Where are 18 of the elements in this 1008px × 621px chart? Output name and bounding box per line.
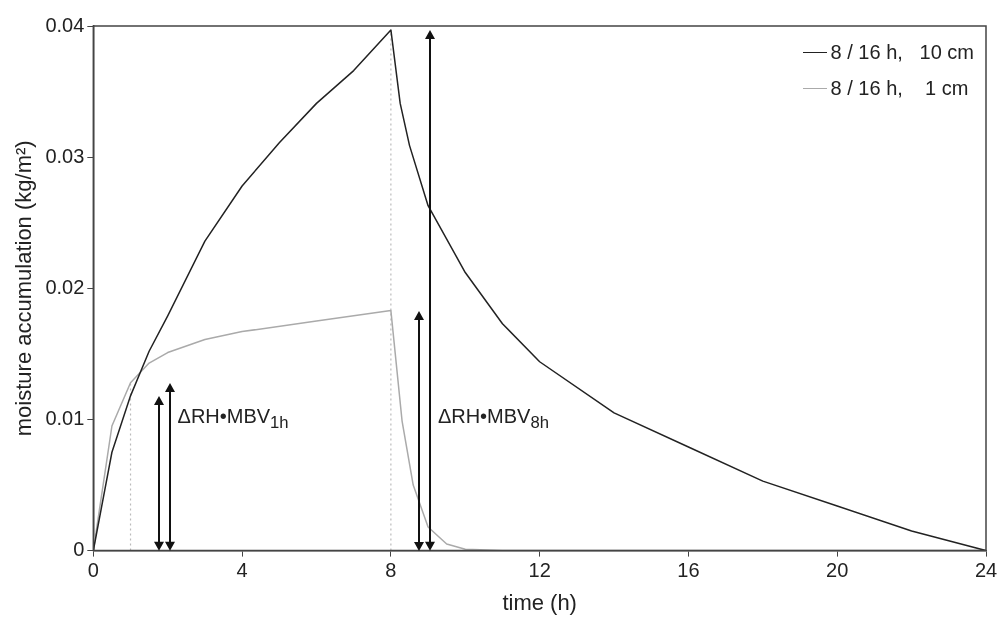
legend-label: 8 / 16 h, 1 cm xyxy=(830,76,969,101)
y-tick-label: 0.02 xyxy=(45,275,85,298)
x-tick-label: 8 xyxy=(385,559,397,582)
y-tick-label: 0 xyxy=(73,538,85,561)
legend-label: 8 / 16 h, 10 cm xyxy=(830,40,974,65)
x-tick-label: 16 xyxy=(677,559,700,582)
y-tick-label: 0.03 xyxy=(45,144,85,167)
y-tick-label: 0.04 xyxy=(45,13,85,36)
x-tick-label: 12 xyxy=(528,559,551,582)
annotation: ΔRH•MBV$_{8h}$ xyxy=(437,405,549,434)
x-tick-label: 20 xyxy=(826,559,849,582)
x-tick-label: 24 xyxy=(974,559,998,582)
annotation: ΔRH•MBV$_{1h}$ xyxy=(177,405,289,434)
y-axis-title: moisture accumulation (kg/m²) xyxy=(11,140,37,437)
x-axis-title: time (h) xyxy=(502,589,577,615)
x-tick-label: 0 xyxy=(87,559,99,582)
x-tick-label: 4 xyxy=(236,559,248,582)
y-tick-label: 0.01 xyxy=(45,406,85,429)
